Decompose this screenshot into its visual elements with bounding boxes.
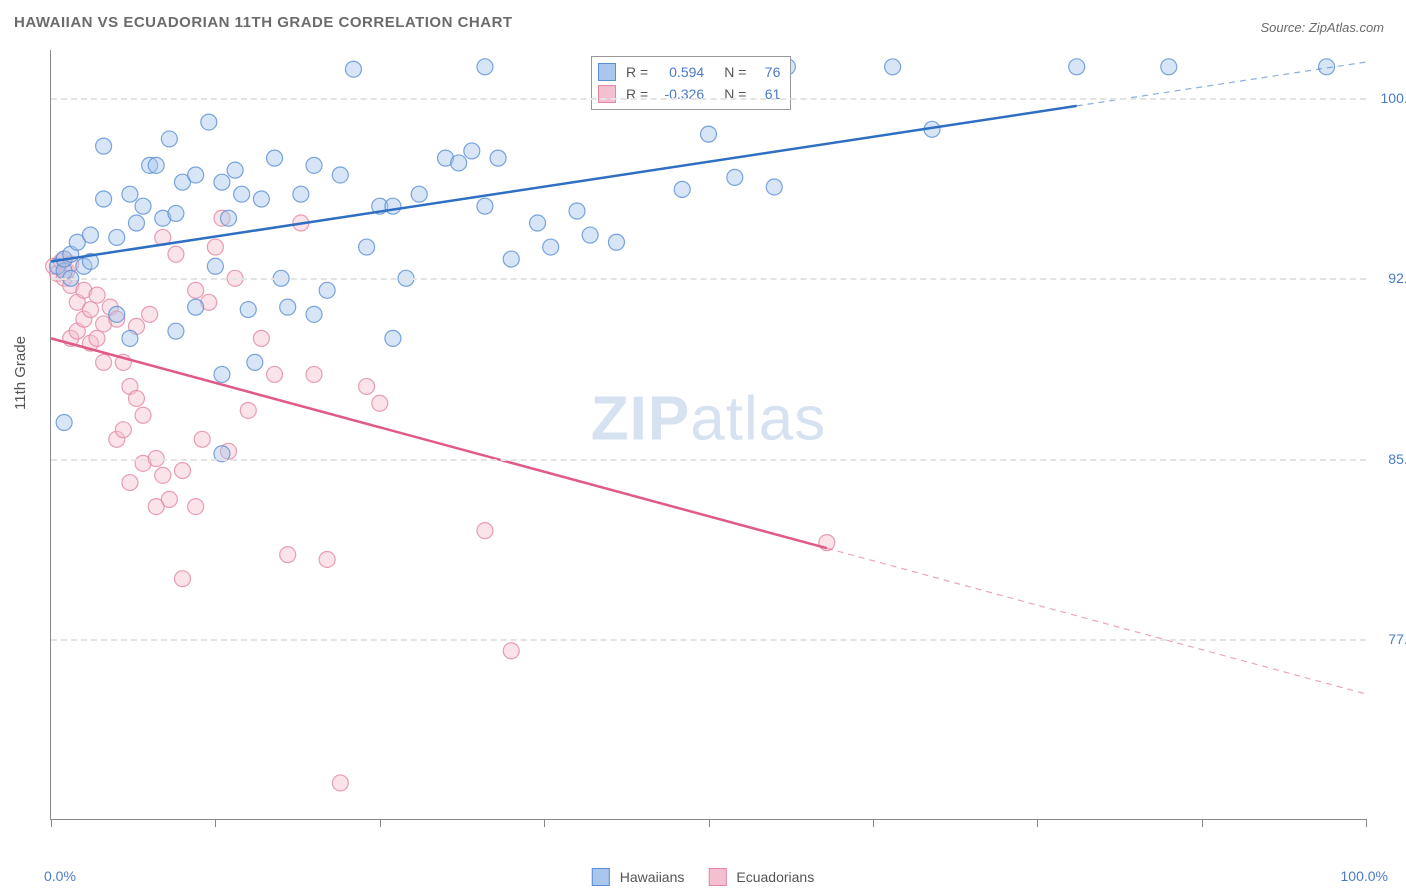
legend-row-ecuadorians: R = -0.326 N = 61: [598, 83, 780, 105]
swatch-hawaiians-bottom: [592, 868, 610, 886]
x-axis-min-label: 0.0%: [44, 868, 76, 884]
r-label-2: R =: [626, 83, 648, 105]
swatch-ecuadorians-bottom: [708, 868, 726, 886]
chart-container: HAWAIIAN VS ECUADORIAN 11TH GRADE CORREL…: [0, 0, 1406, 892]
swatch-ecuadorians: [598, 85, 616, 103]
y-axis-label: 11th Grade: [12, 336, 29, 410]
x-axis-max-label: 100.0%: [1341, 868, 1388, 884]
n-value-hawaiians: 76: [752, 61, 780, 83]
chart-title: HAWAIIAN VS ECUADORIAN 11TH GRADE CORREL…: [14, 14, 513, 31]
r-value-ecuadorians: -0.326: [654, 83, 704, 105]
swatch-hawaiians: [598, 63, 616, 81]
n-label: N =: [724, 61, 746, 83]
plot-svg: [51, 50, 1366, 819]
legend-row-hawaiians: R = 0.594 N = 76: [598, 61, 780, 83]
plot-area: ZIPatlas R = 0.594 N = 76 R = -0.326 N =…: [50, 50, 1366, 820]
legend-label-hawaiians: Hawaiians: [620, 869, 685, 885]
y-tick-label: 77.5%: [1388, 631, 1406, 647]
r-value-hawaiians: 0.594: [654, 61, 704, 83]
y-tick-label: 92.5%: [1388, 270, 1406, 286]
bottom-legend: Hawaiians Ecuadorians: [592, 868, 814, 886]
legend-label-ecuadorians: Ecuadorians: [736, 869, 814, 885]
y-tick-label: 85.0%: [1388, 451, 1406, 467]
legend-item-ecuadorians: Ecuadorians: [708, 868, 814, 886]
n-label-2: N =: [724, 83, 746, 105]
r-label: R =: [626, 61, 648, 83]
legend-stats-box: R = 0.594 N = 76 R = -0.326 N = 61: [591, 56, 791, 110]
y-tick-label: 100.0%: [1381, 90, 1406, 106]
legend-item-hawaiians: Hawaiians: [592, 868, 685, 886]
n-value-ecuadorians: 61: [752, 83, 780, 105]
source-label: Source: ZipAtlas.com: [1260, 20, 1384, 35]
